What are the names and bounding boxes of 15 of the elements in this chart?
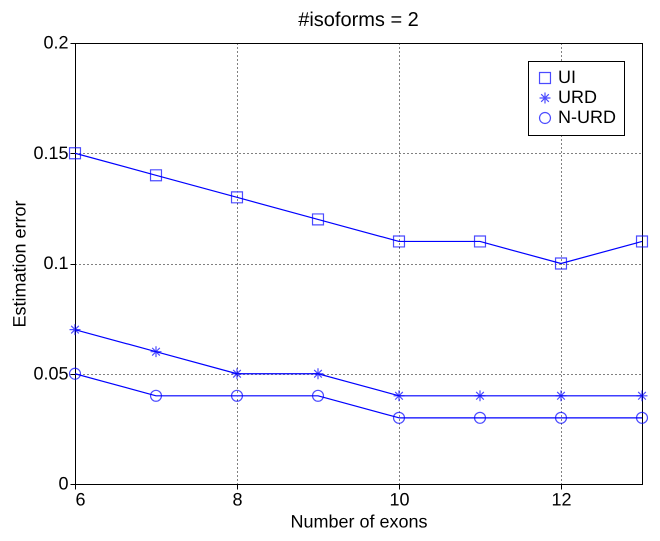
legend-label: N-URD xyxy=(558,107,616,127)
y-axis-title: Estimation error xyxy=(9,200,30,328)
legend-label: UI xyxy=(558,67,576,87)
y-tick-label: 0 xyxy=(58,474,68,494)
y-tick-label: 0.2 xyxy=(43,32,68,52)
x-tick-label: 6 xyxy=(76,490,86,510)
x-axis-title: Number of exons xyxy=(290,512,428,532)
y-tick-label: 0.05 xyxy=(33,363,68,384)
x-tick-label: 8 xyxy=(232,490,243,510)
legend-label: URD xyxy=(558,87,597,107)
chart-title: #isoforms = 2 xyxy=(298,9,419,31)
x-tick-label: 12 xyxy=(551,490,572,510)
y-tick-label: 0.1 xyxy=(43,253,68,273)
x-tick-label: 10 xyxy=(389,490,410,510)
y-tick-label: 0.15 xyxy=(33,142,68,163)
